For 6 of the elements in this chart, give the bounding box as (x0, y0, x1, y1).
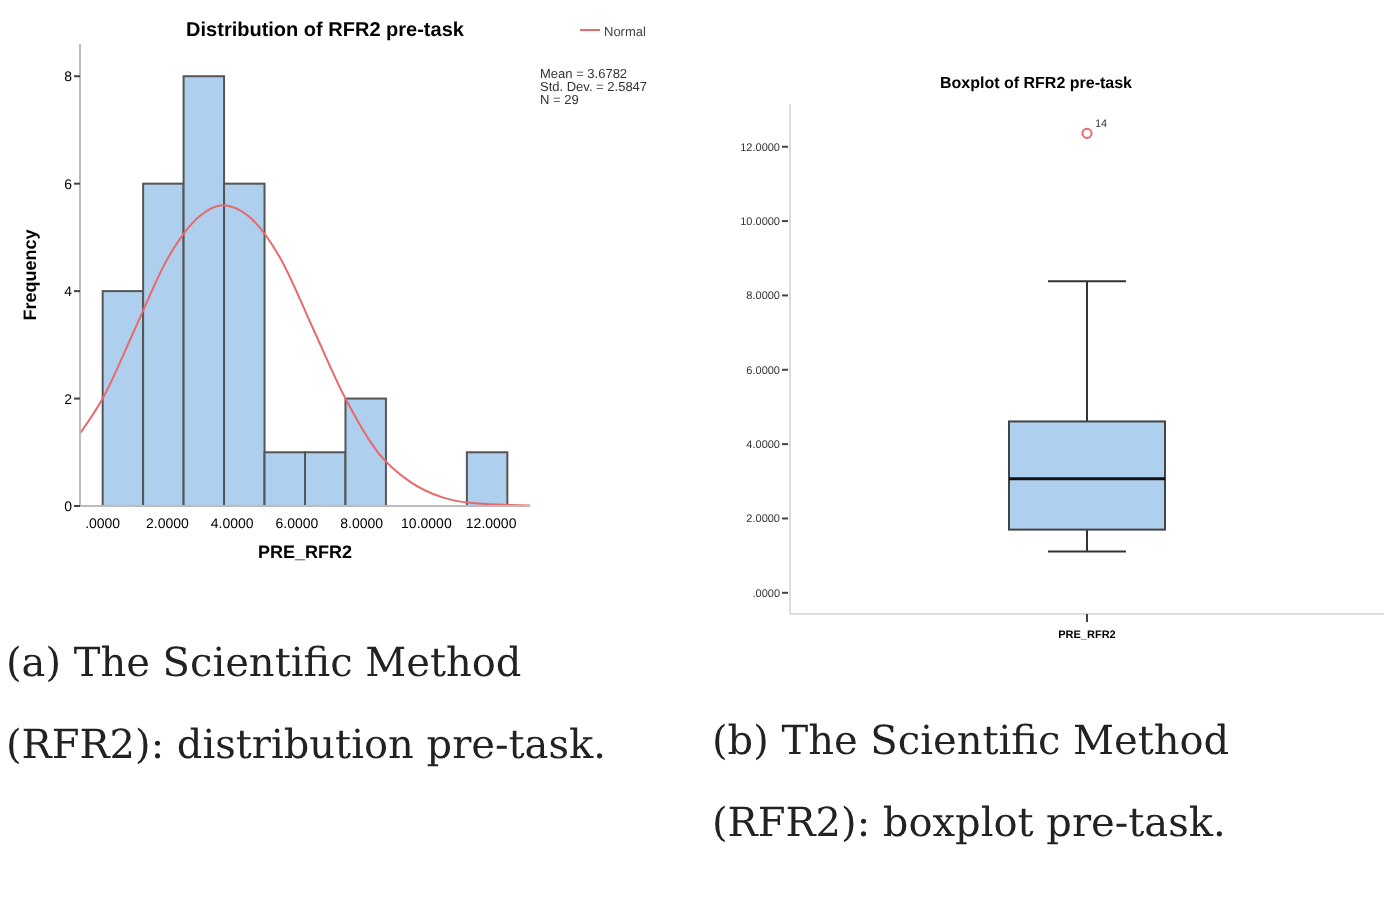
chart-title: Boxplot of RFR2 pre-task (939, 74, 1134, 92)
chart-title: Distribution of RFR2 pre-task (186, 20, 465, 42)
x-axis-title: PRE_RFR2 (257, 542, 353, 562)
text: (a) The Scientific Method (RFR2): distribution pre-task. (6, 638, 606, 768)
text: (b) The Scientific Method (RFR2): boxplot pre-task. (712, 716, 1230, 846)
y-axis-title: Frequency (20, 229, 40, 321)
